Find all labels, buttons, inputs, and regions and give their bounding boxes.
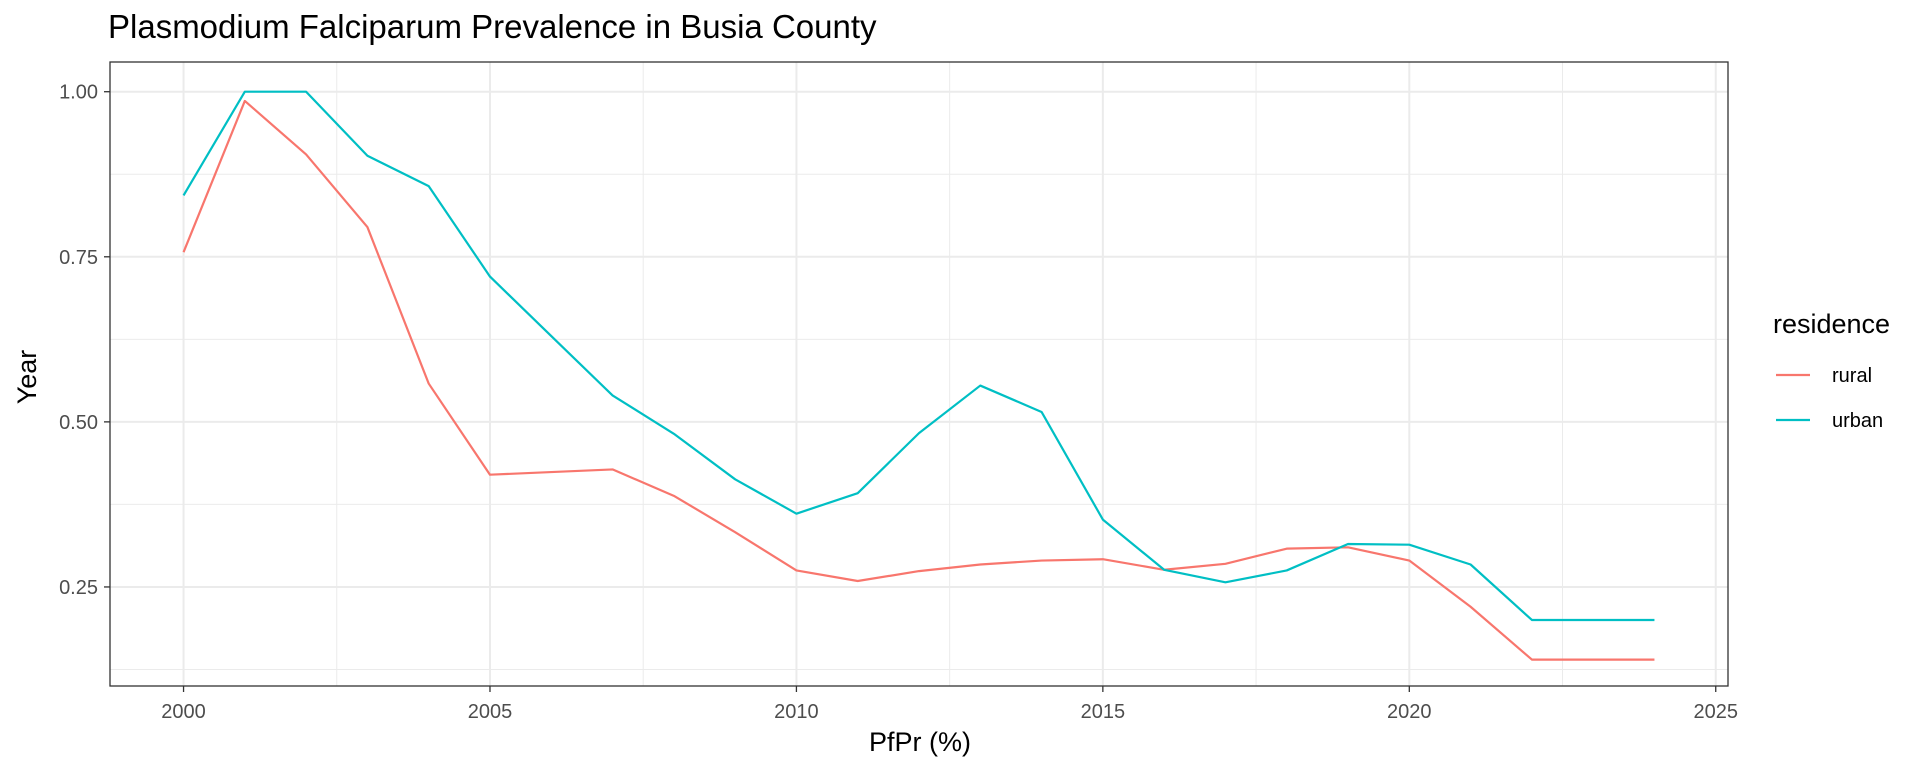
y-axis-ticks: 0.25 0.50 0.75 1.00	[59, 82, 110, 599]
x-axis-title: PfPr (%)	[869, 727, 971, 757]
x-tick-label: 2005	[468, 701, 513, 723]
series-line-urban	[182, 90, 1655, 622]
x-axis-ticks: 2000 2005 2010 2015 2020 2025	[161, 686, 1738, 723]
legend: residence rural urban	[1773, 309, 1890, 432]
x-tick-label: 2010	[774, 701, 819, 723]
series-line-rural	[182, 99, 1655, 661]
y-tick-label: 0.50	[59, 412, 98, 434]
chart-title: Plasmodium Falciparum Prevalence in Busi…	[108, 8, 877, 45]
grid-minor	[110, 62, 1728, 686]
y-tick-label: 1.00	[59, 82, 98, 104]
x-tick-label: 2015	[1081, 701, 1126, 723]
y-tick-label: 0.75	[59, 247, 98, 269]
grid-major	[110, 62, 1728, 686]
legend-label-rural: rural	[1832, 365, 1872, 387]
legend-label-urban: urban	[1832, 410, 1883, 432]
series-lines	[182, 90, 1655, 661]
plot-panel-border	[109, 61, 1729, 687]
y-tick-label: 0.25	[59, 577, 98, 599]
y-axis-title: Year	[12, 350, 42, 405]
x-tick-label: 2025	[1693, 701, 1738, 723]
legend-title: residence	[1773, 309, 1890, 339]
x-tick-label: 2000	[161, 701, 206, 723]
x-tick-label: 2020	[1387, 701, 1432, 723]
